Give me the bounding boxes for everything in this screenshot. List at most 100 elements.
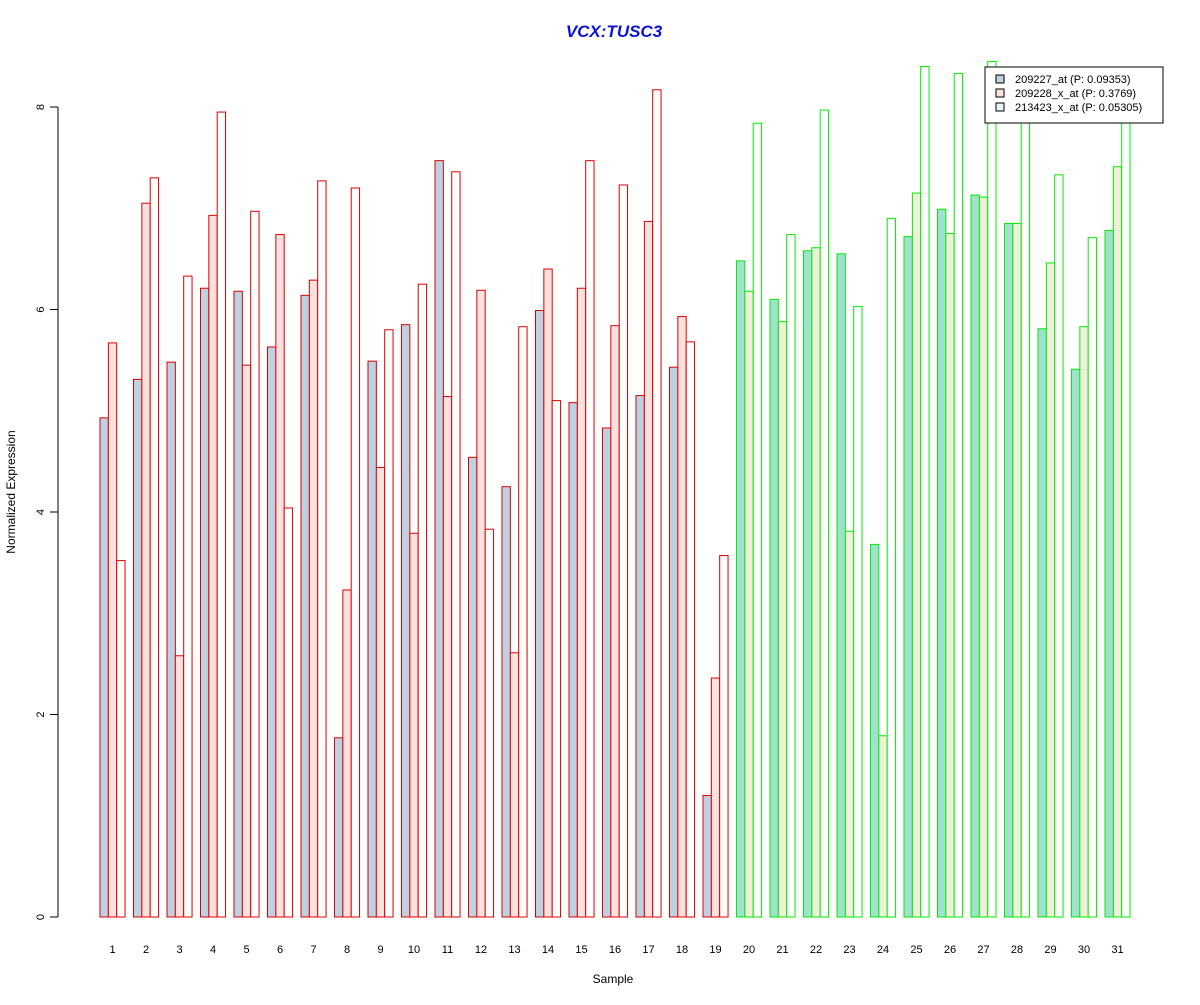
bar-sample-24-series-2 (878, 735, 888, 918)
bar-sample-13-series-1 (501, 486, 511, 918)
y-tick-label: 6 (35, 306, 47, 312)
bar-sample-12-series-3 (484, 528, 495, 918)
x-tick-label: 29 (1044, 944, 1056, 956)
bar-sample-4-series-2 (208, 214, 218, 918)
bar-sample-14-series-1 (535, 310, 545, 918)
bar-sample-17-series-2 (643, 220, 654, 918)
x-tick-label: 28 (1011, 944, 1023, 956)
bar-sample-31-series-3 (1121, 116, 1131, 918)
bar-sample-11-series-1 (434, 160, 444, 918)
bar-sample-6-series-3 (283, 507, 294, 918)
x-tick-label: 19 (709, 944, 721, 956)
legend-entry-label: 213423_x_at (P: 0.05305) (1015, 102, 1142, 114)
bar-sample-23-series-2 (844, 530, 855, 918)
bar-sample-1-series-2 (107, 342, 118, 918)
x-tick-label: 22 (810, 944, 822, 956)
bar-sample-3-series-2 (174, 655, 185, 918)
bar-sample-21-series-3 (786, 234, 796, 918)
x-tick-label: 16 (609, 944, 621, 956)
bar-sample-30-series-3 (1087, 237, 1098, 918)
bar-sample-5-series-1 (233, 290, 243, 918)
legend-swatch (995, 88, 1005, 98)
x-tick-label: 9 (377, 944, 383, 956)
bar-sample-22-series-2 (811, 247, 821, 918)
bar-sample-11-series-2 (442, 396, 453, 918)
bar-sample-19-series-1 (702, 795, 712, 918)
bar-sample-9-series-2 (375, 466, 386, 918)
bar-sample-16-series-2 (610, 325, 620, 918)
bar-sample-19-series-2 (710, 677, 721, 918)
bar-sample-10-series-2 (409, 532, 419, 918)
bar-sample-15-series-3 (585, 160, 595, 918)
x-tick-label: 24 (877, 944, 889, 956)
legend-entry-label: 209227_at (P: 0.09353) (1015, 74, 1131, 86)
x-tick-label: 12 (475, 944, 487, 956)
bar-sample-15-series-1 (568, 402, 578, 918)
x-tick-label: 7 (310, 944, 316, 956)
x-tick-label: 21 (776, 944, 788, 956)
bar-sample-14-series-3 (551, 400, 562, 918)
bar-sample-30-series-2 (1079, 326, 1089, 918)
y-axis-label: Normalized Expression (4, 430, 18, 553)
x-tick-label: 4 (210, 944, 216, 956)
y-axis: 0 2 4 6 8 (35, 104, 59, 920)
bar-sample-31-series-2 (1112, 166, 1123, 918)
bar-sample-10-series-3 (417, 283, 428, 918)
bar-sample-12-series-1 (468, 456, 478, 918)
bar-sample-29-series-2 (1045, 262, 1056, 918)
bar-sample-25-series-3 (920, 66, 930, 918)
bar-sample-11-series-3 (451, 171, 461, 918)
bar-sample-28-series-2 (1012, 222, 1022, 918)
bar-sample-25-series-2 (911, 192, 922, 918)
bar-sample-26-series-2 (945, 233, 955, 918)
bar-sample-6-series-2 (275, 234, 285, 918)
legend-entry-label: 209228_x_at (P: 0.3769) (1015, 88, 1136, 100)
x-tick-label: 23 (843, 944, 855, 956)
bar-sample-10-series-1 (401, 324, 411, 918)
bar-sample-7-series-3 (317, 180, 327, 918)
legend-swatch (995, 74, 1005, 84)
bars (99, 60, 1131, 918)
x-tick-labels: 1 2 3 4 5 6 7 8 9 10 11 12 13 14 15 16 17 18 19 20 21 22 23 24 2… (109, 944, 1123, 956)
bar-sample-27-series-2 (978, 196, 989, 918)
bar-sample-7-series-1 (300, 294, 310, 918)
bar-sample-3-series-3 (183, 275, 193, 918)
x-tick-label: 3 (176, 944, 182, 956)
bar-sample-17-series-1 (635, 395, 645, 918)
bar-sample-29-series-3 (1054, 174, 1064, 918)
bar-sample-16-series-3 (618, 184, 629, 918)
bar-sample-4-series-1 (200, 287, 210, 918)
x-tick-label: 15 (575, 944, 587, 956)
bar-sample-21-series-1 (769, 298, 779, 918)
bar-sample-13-series-3 (518, 326, 528, 918)
x-tick-label: 17 (642, 944, 654, 956)
bar-sample-3-series-1 (166, 361, 176, 918)
x-tick-label: 25 (910, 944, 922, 956)
bar-sample-24-series-3 (886, 217, 897, 918)
bar-sample-2-series-1 (133, 378, 143, 918)
x-tick-label: 8 (344, 944, 350, 956)
x-tick-label: 27 (977, 944, 989, 956)
y-tick-label: 8 (35, 104, 47, 110)
bar-sample-4-series-3 (216, 111, 227, 918)
bar-sample-14-series-2 (543, 268, 553, 918)
bar-sample-2-series-2 (141, 202, 151, 918)
legend-swatch (995, 102, 1005, 112)
bar-sample-17-series-3 (652, 89, 662, 918)
bar-sample-9-series-1 (367, 360, 377, 918)
bar-sample-30-series-1 (1071, 368, 1081, 918)
x-tick-label: 5 (243, 944, 249, 956)
bar-sample-27-series-1 (970, 194, 980, 918)
bar-sample-7-series-2 (308, 279, 319, 918)
bar-sample-13-series-2 (509, 652, 520, 918)
y-tick-label: 0 (35, 914, 47, 920)
bar-sample-31-series-1 (1104, 230, 1114, 918)
bar-sample-27-series-3 (987, 60, 997, 918)
bar-sample-12-series-2 (476, 289, 486, 918)
x-tick-label: 2 (143, 944, 149, 956)
bar-sample-26-series-1 (937, 208, 947, 918)
bar-sample-20-series-1 (736, 260, 746, 918)
x-tick-label: 31 (1111, 944, 1123, 956)
bar-sample-26-series-3 (953, 73, 964, 918)
